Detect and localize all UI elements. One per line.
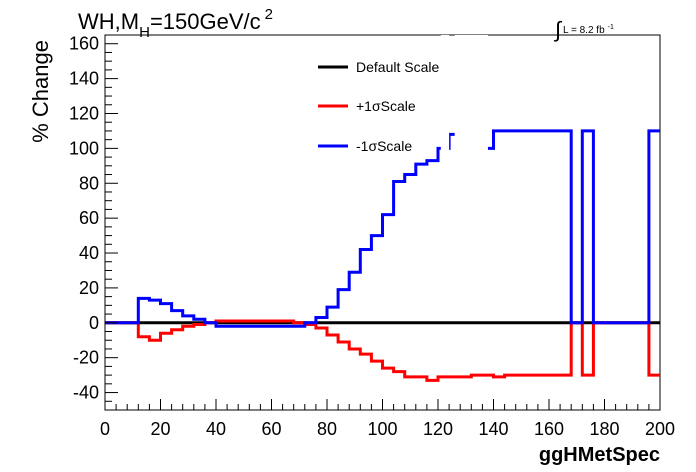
x-tick-label: 0 [100,419,110,439]
y-tick-label: 100 [69,138,99,158]
y-tick-label: 140 [69,69,99,89]
y-axis-label: % Change [28,40,53,143]
series-gap [440,35,450,201]
y-tick-label: 60 [79,208,99,228]
legend-label-minus: -1σScale [356,138,412,154]
legend-label-plus: +1σScale [356,98,416,114]
lumi-annotation: ∫ L = 8.2 fb -1 [553,17,614,42]
x-axis-label: ggHMetSpec [539,444,660,466]
y-tick-label: 20 [79,278,99,298]
x-tick-label: 160 [534,419,564,439]
x-tick-label: 100 [367,419,397,439]
series-gap [454,35,488,201]
series-layer [105,35,660,382]
legend: Default Scale +1σScale -1σScale [318,59,439,154]
x-tick-label: 20 [150,419,170,439]
x-tick-label: 80 [317,419,337,439]
x-tick-label: 120 [423,419,453,439]
chart-title: WH,MH=150GeV/c 2 [78,6,273,41]
y-tick-label: 160 [69,34,99,54]
y-tick-label: 120 [69,103,99,123]
x-tick-label: 140 [478,419,508,439]
y-tick-label: -40 [73,383,99,403]
y-tick-label: 0 [89,313,99,333]
legend-label-default: Default Scale [356,59,439,75]
y-tick-label: 80 [79,173,99,193]
y-tick-label: 40 [79,243,99,263]
x-tick-label: 200 [645,419,675,439]
x-tick-label: 40 [206,419,226,439]
series-line-2 [105,129,660,328]
x-tick-label: 60 [261,419,281,439]
x-tick-label: 180 [589,419,619,439]
series-line-1 [105,319,660,382]
y-tick-label: -20 [73,348,99,368]
axes: 0 20 40 60 80 100 120 140 160 180 200 -40 -20 0 20 40 60… [69,34,675,439]
